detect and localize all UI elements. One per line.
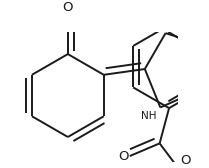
Text: O: O (180, 154, 190, 167)
Text: O: O (118, 150, 128, 163)
Text: O: O (63, 1, 73, 14)
Text: NH: NH (141, 111, 157, 121)
